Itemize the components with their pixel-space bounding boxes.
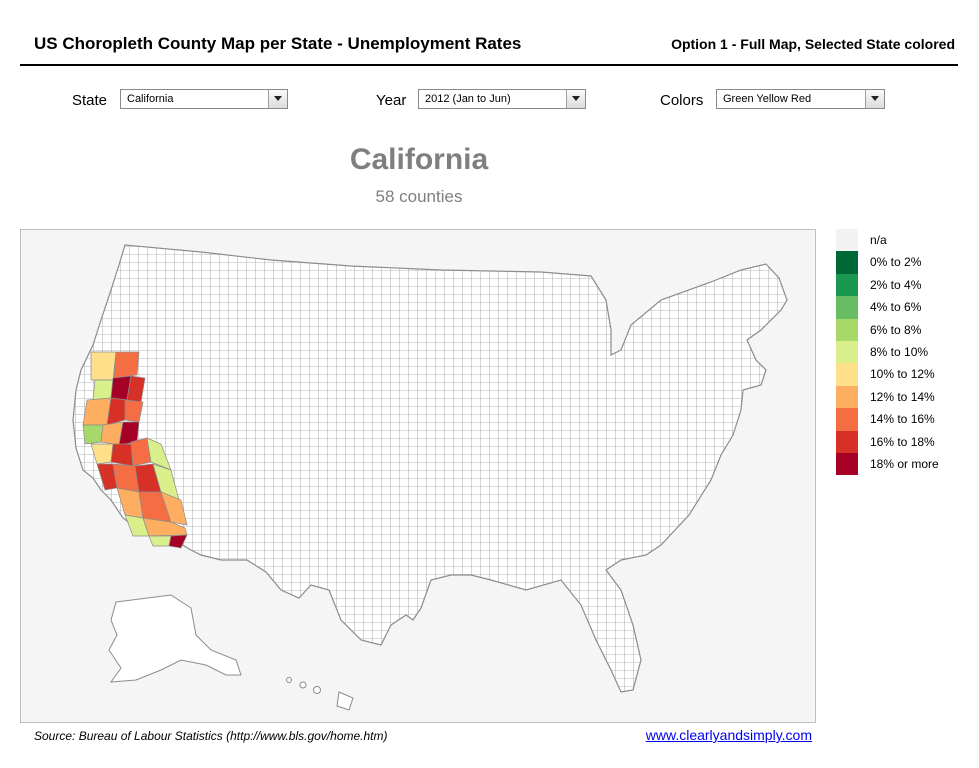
colors-dropdown[interactable]: Green Yellow Red: [716, 89, 885, 109]
legend-label: 6% to 8%: [870, 322, 922, 337]
selected-state-name: California: [349, 143, 489, 176]
page-title: US Choropleth County Map per State - Une…: [34, 34, 522, 53]
legend-swatch: [836, 251, 858, 274]
legend-swatch: [836, 296, 858, 319]
state-label: State: [72, 92, 108, 109]
legend-label: 10% to 12%: [870, 367, 935, 382]
legend-swatch: [836, 408, 858, 431]
option-label: Option 1 - Full Map, Selected State colo…: [671, 36, 955, 52]
source-note: Source: Bureau of Labour Statistics (htt…: [34, 729, 388, 743]
legend-swatch: [836, 452, 858, 476]
legend-label: 18% or more: [870, 456, 939, 471]
legend-label: 4% to 6%: [870, 300, 922, 315]
website-link[interactable]: www.clearlyandsimply.com: [645, 727, 812, 743]
california-county: [160, 491, 188, 526]
colors-label: Colors: [660, 92, 704, 109]
legend-label: 16% to 18%: [870, 434, 935, 449]
legend-swatch: [836, 229, 858, 252]
legend-swatch: [836, 363, 858, 386]
california-county: [82, 424, 104, 445]
state-dropdown-value: California: [127, 93, 174, 105]
legend-swatch: [836, 430, 858, 453]
legend-swatch: [836, 340, 858, 364]
header-divider: [20, 64, 958, 66]
california-county: [142, 517, 188, 537]
legend-swatch: [836, 318, 858, 341]
california-county: [110, 443, 134, 467]
state-dropdown-arrow-icon[interactable]: [268, 90, 287, 108]
california-county: [168, 534, 188, 549]
colors-dropdown-value: Green Yellow Red: [723, 93, 812, 105]
year-dropdown-arrow-icon[interactable]: [566, 90, 585, 108]
california-county: [92, 379, 114, 401]
legend-label: 14% to 16%: [870, 412, 935, 427]
california-county: [82, 397, 112, 426]
year-label: Year: [376, 92, 407, 109]
legend-swatch: [836, 385, 858, 409]
state-dropdown[interactable]: California: [120, 89, 288, 109]
hawaii-outline: [286, 677, 354, 711]
legend-label: 0% to 2%: [870, 255, 922, 270]
california-county: [90, 351, 117, 381]
year-dropdown-value: 2012 (Jan to Jun): [425, 93, 511, 105]
california-county: [148, 535, 172, 547]
colors-dropdown-arrow-icon[interactable]: [865, 90, 884, 108]
california-county: [113, 351, 140, 379]
legend-label: 2% to 4%: [870, 277, 922, 292]
legend-label: 8% to 10%: [870, 344, 929, 359]
legend-swatch: [836, 273, 858, 297]
county-count: 58 counties: [375, 187, 463, 206]
alaska-outline: [108, 594, 242, 683]
year-dropdown[interactable]: 2012 (Jan to Jun): [418, 89, 586, 109]
legend-label: 12% to 14%: [870, 389, 935, 404]
legend-label: n/a: [870, 233, 887, 247]
california-counties: [82, 351, 188, 549]
us-county-map: [20, 229, 816, 723]
